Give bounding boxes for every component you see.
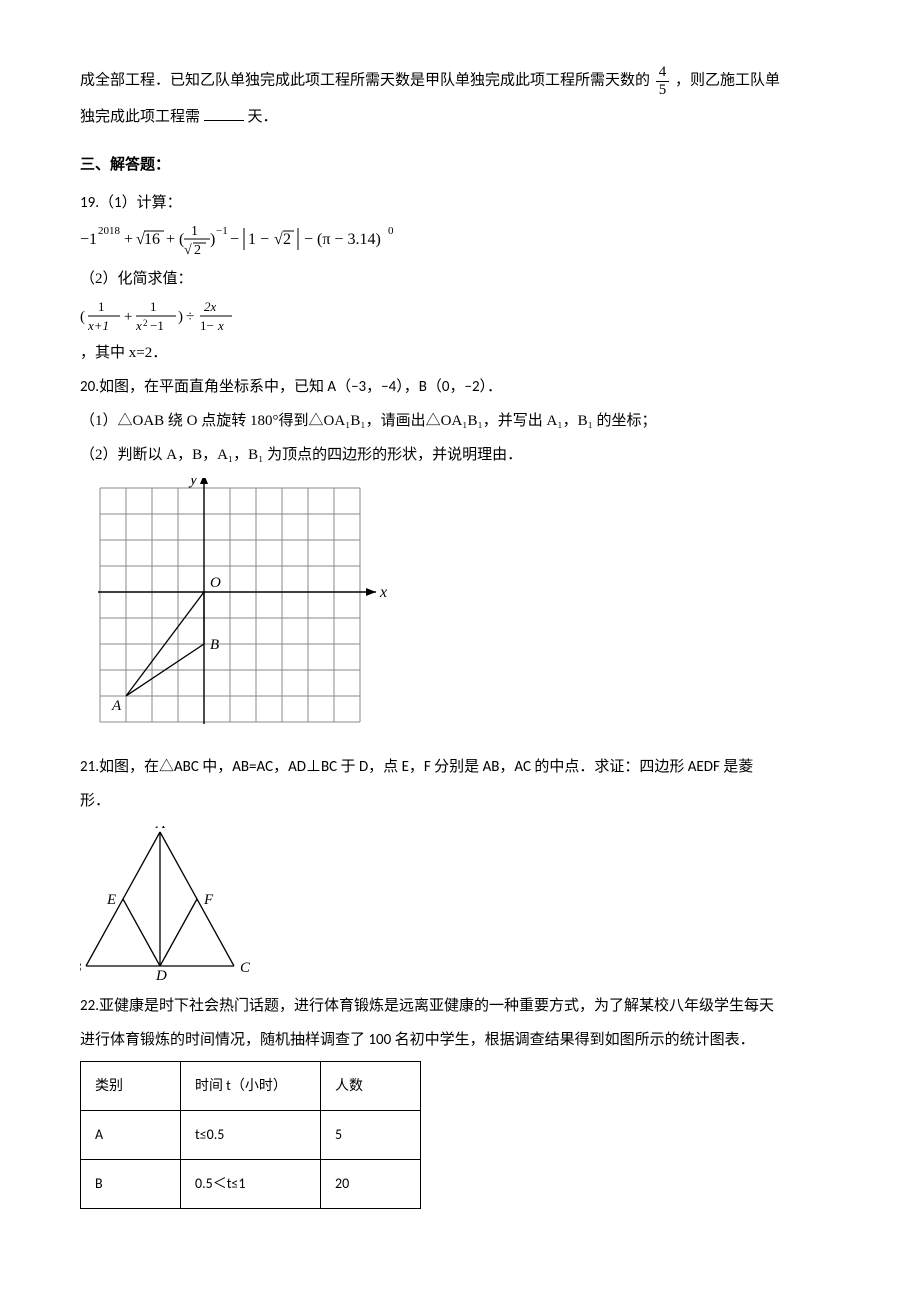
p19-expr-svg: −1 2018 + √ 16 + ( 1 √ 2 ) −1 − 1 − √ (80, 218, 400, 260)
svg-text:+: + (124, 231, 133, 248)
svg-text:÷: ÷ (186, 309, 194, 325)
section-3-heading: 三、解答题： (80, 150, 850, 180)
svg-text:2x: 2x (204, 299, 217, 314)
p20-line1: 20.如图，在平面直角坐标系中，已知 A（−3，−4），B（0，−2）． (80, 372, 850, 402)
svg-text:1 −: 1 − (248, 231, 269, 248)
svg-text:1: 1 (150, 299, 157, 314)
table-header-cell: 人数 (321, 1062, 421, 1111)
svg-text:16: 16 (144, 231, 160, 248)
p18-line1: 成全部工程．已知乙队单独完成此项工程所需天数是甲队单独完成此项工程所需天数的 4… (80, 64, 850, 98)
table-cell: t≤0.5 (181, 1111, 321, 1160)
svg-text:+ (: + ( (166, 231, 184, 248)
table-header-cell: 类别 (81, 1062, 181, 1111)
svg-text:(: ( (80, 309, 85, 325)
p18-blank (204, 105, 244, 121)
table-cell: 0.5＜t≤1 (181, 1160, 321, 1209)
p20-grid-figure: x y O B A (90, 478, 850, 744)
svg-text:E: E (106, 892, 116, 908)
svg-text:−1: −1 (150, 318, 164, 333)
svg-text:2: 2 (194, 243, 201, 258)
p21-triangle-svg: A B C D E F (80, 826, 250, 981)
p21-line2: 形． (80, 786, 850, 816)
svg-text:D: D (155, 968, 167, 981)
table-header-cell: 时间 t（小时） (181, 1062, 321, 1111)
svg-text:0: 0 (388, 225, 394, 237)
p18-frac-num: 4 (656, 64, 670, 82)
p20-grid-svg: x y O B A (90, 478, 390, 744)
p21-triangle-figure: A B C D E F (80, 826, 850, 981)
p19-prefix: 19.（1）计算： (80, 194, 182, 212)
svg-text:): ) (210, 231, 215, 248)
p19-line2: （2）化简求值： ( 1 x+1 + 1 x 2 −1 ) ÷ 2x 1− x (80, 264, 850, 368)
p18-line1a: 成全部工程．已知乙队单独完成此项工程所需天数是甲队单独完成此项工程所需天数的 (80, 72, 650, 88)
p22-data-table: 类别 时间 t（小时） 人数 A t≤0.5 5 B 0.5＜t≤1 20 (80, 1061, 421, 1209)
p18-line2a: 独完成此项工程需 (80, 109, 200, 125)
svg-text:−: − (230, 231, 239, 248)
svg-text:√: √ (184, 243, 192, 258)
table-row: B 0.5＜t≤1 20 (81, 1160, 421, 1209)
p19-expression2: ( 1 x+1 + 1 x 2 −1 ) ÷ 2x 1− x (80, 294, 850, 338)
svg-text:x: x (217, 318, 224, 333)
table-cell: 20 (321, 1160, 421, 1209)
p18-line2b: 天． (248, 109, 278, 125)
table-cell: B (81, 1160, 181, 1209)
p18-line2: 独完成此项工程需 天． (80, 102, 850, 132)
svg-text:x: x (379, 584, 387, 601)
table-cell: A (81, 1111, 181, 1160)
svg-text:O: O (210, 575, 221, 591)
p21-line1: 21.如图，在△ABC 中，AB=AC，AD⊥BC 于 D，点 E，F 分别是 … (80, 752, 850, 782)
svg-text:y: y (188, 478, 198, 488)
p22-line1: 22.亚健康是时下社会热门话题，进行体育锻炼是远离亚健康的一种重要方式，为了解某… (80, 991, 850, 1021)
svg-text:C: C (240, 960, 250, 976)
svg-text:−1: −1 (80, 231, 97, 248)
svg-text:2: 2 (143, 318, 148, 328)
svg-text:): ) (178, 309, 183, 325)
svg-text:1−: 1− (200, 318, 214, 333)
svg-text:1: 1 (191, 224, 198, 239)
svg-text:A: A (111, 698, 122, 714)
p19-part2-prefix: （2）化简求值： (80, 271, 193, 287)
p19-part2-suffix: ，其中 x=2． (80, 345, 167, 361)
svg-text:A: A (155, 826, 166, 832)
svg-text:2: 2 (283, 231, 291, 248)
svg-text:2018: 2018 (98, 225, 121, 237)
svg-text:1: 1 (98, 299, 105, 314)
table-row: A t≤0.5 5 (81, 1111, 421, 1160)
table-header-row: 类别 时间 t（小时） 人数 (81, 1062, 421, 1111)
p18-line1b: ，则乙施工队单 (675, 72, 780, 88)
svg-text:B: B (80, 960, 81, 976)
table-cell: 5 (321, 1111, 421, 1160)
svg-text:B: B (210, 637, 219, 653)
p18-frac-den: 5 (656, 82, 670, 99)
svg-text:x+1: x+1 (87, 318, 109, 333)
p19-line1: 19.（1）计算： −1 2018 + √ 16 + ( 1 √ 2 ) −1 … (80, 188, 850, 260)
svg-text:− (π − 3.14): − (π − 3.14) (304, 231, 381, 248)
p19-expression: −1 2018 + √ 16 + ( 1 √ 2 ) −1 − 1 − √ (80, 218, 850, 260)
svg-text:F: F (203, 892, 214, 908)
svg-text:√: √ (274, 231, 283, 248)
p19-expr2-svg: ( 1 x+1 + 1 x 2 −1 ) ÷ 2x 1− x (80, 294, 300, 338)
p18-fraction: 4 5 (654, 64, 672, 98)
p20-line2: （1）△OAB 绕 O 点旋转 180°得到△OA₁B₁，请画出△OA₁B₁，并… (80, 406, 850, 436)
p22-line2: 进行体育锻炼的时间情况，随机抽样调查了 100 名初中学生，根据调查结果得到如图… (80, 1025, 850, 1055)
svg-text:x: x (135, 318, 142, 333)
svg-text:+: + (124, 309, 132, 325)
svg-text:−1: −1 (216, 225, 228, 237)
p20-line3: （2）判断以 A，B，A₁，B₁ 为顶点的四边形的形状，并说明理由． (80, 440, 850, 470)
